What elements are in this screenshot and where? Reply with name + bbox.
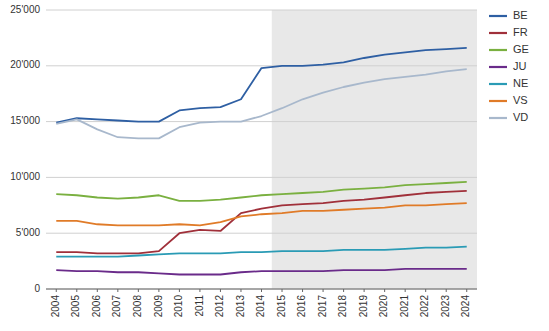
grid-line bbox=[46, 10, 477, 11]
x-tick bbox=[97, 289, 98, 292]
y-tick-label: 0 bbox=[34, 283, 40, 294]
legend: BE FR GE JU NE VS VD bbox=[489, 9, 529, 123]
x-tick-label: 2017 bbox=[317, 295, 328, 318]
x-tick-label: 2022 bbox=[419, 295, 430, 318]
x-tick-label: 2005 bbox=[70, 295, 81, 318]
legend-label: NE bbox=[513, 77, 528, 89]
legend-swatch bbox=[489, 66, 507, 68]
x-tick-label: 2023 bbox=[440, 295, 451, 318]
x-tick-label: 2020 bbox=[378, 295, 389, 318]
x-tick-label: 2007 bbox=[111, 295, 122, 318]
x-tick-label: 2016 bbox=[296, 295, 307, 318]
x-tick bbox=[76, 289, 77, 292]
grid-line bbox=[46, 233, 477, 234]
y-grid bbox=[46, 10, 477, 289]
x-tick-label: 2010 bbox=[173, 295, 184, 318]
x-tick-label: 2009 bbox=[153, 295, 164, 318]
x-tick bbox=[117, 289, 118, 292]
y-tick-label: 20'000 bbox=[10, 59, 40, 70]
legend-label: BE bbox=[513, 9, 528, 21]
series-line bbox=[56, 69, 466, 138]
x-tick-label: 2006 bbox=[91, 295, 102, 318]
series-lines bbox=[56, 48, 466, 275]
x-tick-label: 2019 bbox=[358, 295, 369, 318]
x-tick bbox=[343, 289, 344, 292]
x-tick bbox=[158, 289, 159, 292]
y-tick-label: 5'000 bbox=[16, 227, 41, 238]
x-tick bbox=[282, 289, 283, 292]
x-tick bbox=[384, 289, 385, 292]
legend-label: VD bbox=[513, 111, 528, 123]
x-tick bbox=[220, 289, 221, 292]
legend-label: JU bbox=[513, 60, 527, 72]
x-tick bbox=[446, 289, 447, 292]
x-tick-label: 2008 bbox=[132, 295, 143, 318]
series-line bbox=[56, 269, 466, 275]
chart-container: 05'00010'00015'00020'00025'0002004200520… bbox=[0, 0, 549, 331]
x-tick bbox=[199, 289, 200, 292]
x-tick bbox=[261, 289, 262, 292]
y-tick-labels: 0 5'000 10'000 15'000 20'000 25'000 bbox=[10, 4, 40, 294]
x-tick-label: 2012 bbox=[214, 295, 225, 318]
series-line bbox=[56, 247, 466, 257]
series-line bbox=[56, 191, 466, 254]
legend-label: GE bbox=[513, 43, 529, 55]
x-tick bbox=[240, 289, 241, 292]
x-tick bbox=[56, 289, 57, 292]
x-tick-label: 2024 bbox=[460, 295, 471, 318]
y-tick-label: 10'000 bbox=[10, 171, 40, 182]
chart-svg: 05'00010'00015'00020'00025'0002004200520… bbox=[0, 0, 549, 331]
legend-swatch bbox=[489, 49, 507, 51]
legend-label: VS bbox=[513, 94, 528, 106]
series-line bbox=[56, 48, 466, 123]
x-ticks: 2004 2005 2006 2007 2008 2009 2010 2011 2012 2013… bbox=[50, 289, 471, 317]
x-tick-label: 2018 bbox=[337, 295, 348, 318]
x-tick bbox=[425, 289, 426, 292]
series-line bbox=[56, 182, 466, 201]
series-line bbox=[56, 203, 466, 225]
x-tick-label: 2014 bbox=[255, 295, 266, 318]
y-tick-label: 15'000 bbox=[10, 115, 40, 126]
x-tick-label: 2013 bbox=[235, 295, 246, 318]
x-tick-label: 2004 bbox=[50, 295, 61, 318]
x-tick bbox=[364, 289, 365, 292]
x-tick bbox=[138, 289, 139, 292]
legend-label: FR bbox=[513, 26, 528, 38]
legend-swatch bbox=[489, 15, 507, 17]
legend-swatch bbox=[489, 83, 507, 85]
legend-swatch bbox=[489, 117, 507, 119]
x-tick bbox=[302, 289, 303, 292]
x-tick bbox=[323, 289, 324, 292]
grid-line bbox=[46, 177, 477, 178]
grid-line bbox=[46, 65, 477, 66]
x-tick-label: 2021 bbox=[399, 295, 410, 318]
x-tick-label: 2011 bbox=[194, 295, 205, 317]
x-tick-label: 2015 bbox=[276, 295, 287, 318]
y-tick-label: 25'000 bbox=[10, 4, 40, 15]
legend-swatch bbox=[489, 32, 507, 34]
grid-line bbox=[46, 121, 477, 122]
legend-swatch bbox=[489, 100, 507, 102]
x-tick bbox=[405, 289, 406, 292]
x-tick bbox=[466, 289, 467, 292]
x-tick bbox=[179, 289, 180, 292]
